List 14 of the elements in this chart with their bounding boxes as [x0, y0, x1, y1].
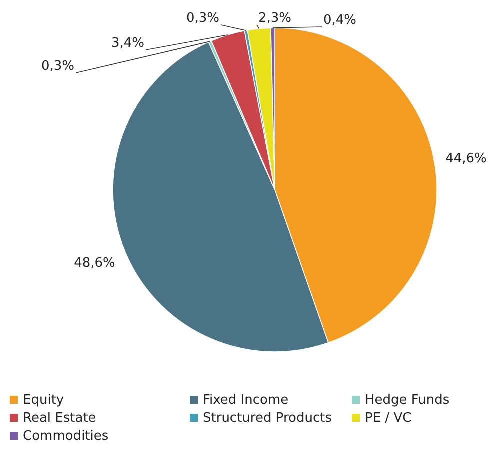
legend-label: Structured Products [203, 411, 332, 426]
legend-label: Fixed Income [203, 393, 289, 408]
data-label: 0,3% [186, 11, 220, 26]
legend-label: Hedge Funds [365, 393, 450, 408]
data-label: 0,4% [323, 13, 357, 28]
legend-label: PE / VC [365, 411, 412, 426]
data-label: 0,3% [41, 59, 75, 74]
data-label: 3,4% [111, 36, 145, 51]
data-label: 44,6% [446, 152, 487, 167]
legend-label: Equity [23, 393, 64, 408]
legend-label: Real Estate [23, 411, 96, 426]
data-label: 2,3% [258, 11, 292, 26]
data-label: 48,6% [74, 256, 116, 271]
legend-label: Commodities [23, 429, 109, 444]
